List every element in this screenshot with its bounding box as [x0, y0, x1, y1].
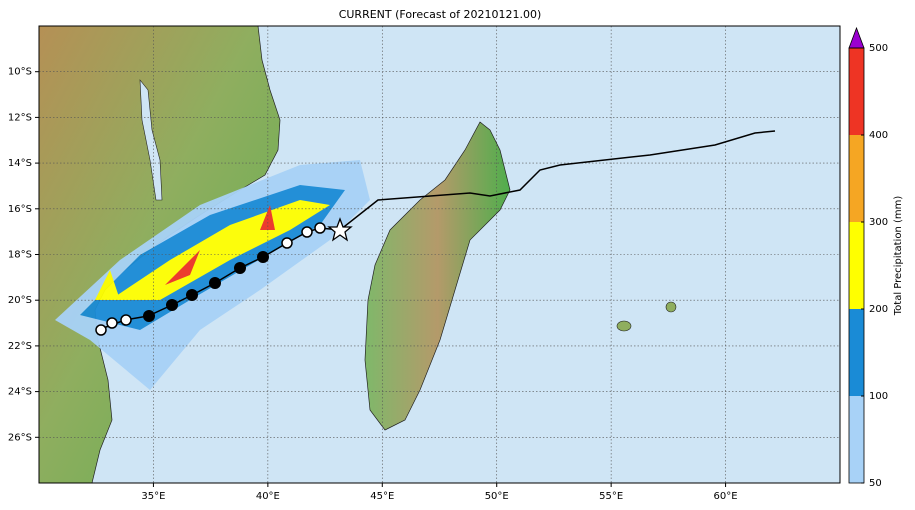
precipitation — [55, 160, 370, 390]
colorbar-tick-label: 200 — [869, 304, 888, 315]
lon-tick-label: 45°E — [370, 491, 394, 502]
lon-tick-label: 40°E — [256, 491, 280, 502]
colorbar-bin — [849, 309, 864, 396]
lat-tick-label: 26°S — [8, 432, 32, 443]
colorbar-tick-label: 100 — [869, 391, 888, 402]
lake — [139, 79, 163, 201]
colorbar-frame — [848, 47, 865, 484]
map-title: CURRENT (Forecast of 20210121.00) — [339, 8, 542, 21]
lon-tick-label: 50°E — [485, 491, 509, 502]
lat-tick-label: 10°S — [8, 67, 32, 78]
lat-tick-label: 18°S — [8, 250, 32, 261]
island — [665, 301, 677, 313]
storm-track — [95, 130, 776, 336]
colorbar-tick-label: 400 — [869, 130, 888, 141]
island — [616, 320, 632, 332]
lon-tick-label: 35°E — [141, 491, 165, 502]
lat-tick-label: 22°S — [8, 341, 32, 352]
lat-tick-label: 24°S — [8, 387, 32, 398]
madagascar — [364, 121, 511, 431]
colorbar-tick-label: 300 — [869, 217, 888, 228]
colorbar-tick-label: 500 — [869, 43, 888, 54]
colorbar-bin — [849, 48, 864, 135]
lat-tick-label: 14°S — [8, 158, 32, 169]
colorbar-bin — [849, 396, 864, 483]
colorbar-tick-label: 50 — [869, 478, 882, 489]
lat-tick-label: 16°S — [8, 204, 32, 215]
colorbar-bin — [849, 135, 864, 222]
colorbar-bin — [849, 222, 864, 309]
lat-tick-label: 12°S — [8, 112, 32, 123]
lon-tick-label: 60°E — [714, 491, 738, 502]
colorbar: 50 100 200 300 400 500 Total Precipitation (mm… — [848, 26, 904, 489]
colorbar-label: Total Precipitation (mm) — [893, 196, 904, 317]
colorbar-extend — [848, 26, 865, 49]
lat-tick-label: 20°S — [8, 295, 32, 306]
lon-tick-label: 55°E — [599, 491, 623, 502]
map-frame — [38, 25, 841, 484]
